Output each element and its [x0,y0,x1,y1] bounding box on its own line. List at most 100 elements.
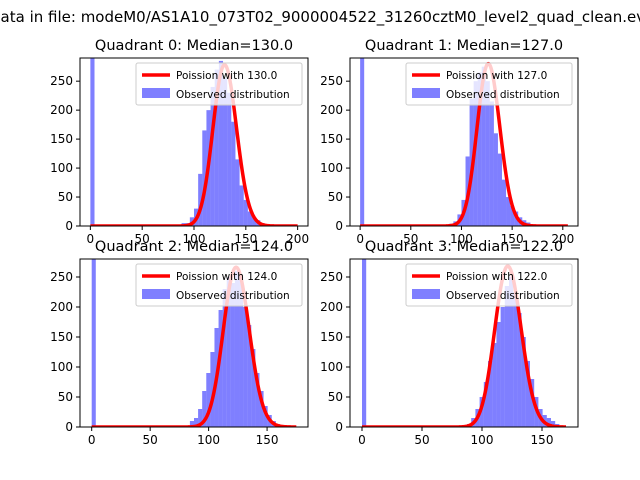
legend-label: Observed distribution [176,290,290,302]
hist-bar [551,421,556,427]
hist-bar [252,217,257,226]
subplot-title: Quadrant 2: Median=124.0 [95,239,293,255]
hist-bar [517,313,522,427]
hist-bar [530,379,535,427]
hist-bar [362,259,367,427]
hist-bar [223,78,228,226]
hist-bar [90,58,95,226]
legend-bar-swatch [142,88,170,98]
legend-box [405,263,573,307]
hist-bar [488,361,493,427]
legend-box [405,62,573,106]
hist-bar [509,277,514,427]
y-tick-label: 0 [65,420,73,434]
x-tick-label: 0 [88,433,96,447]
x-tick-label: 50 [143,433,158,447]
y-tick-label: 150 [320,132,343,146]
hist-bar [477,72,482,226]
x-tick-label: 0 [87,232,95,246]
x-tick-label: 200 [551,232,574,246]
y-tick-label: 50 [328,390,343,404]
legend: Poission with 124.0 Observed distribution [135,263,303,307]
hist-bar [496,322,501,427]
hist-bar [210,86,215,226]
subplot-title: Quadrant 3: Median=122.0 [365,239,563,255]
hist-bar [481,66,486,226]
hist-bar [206,373,211,427]
subplots: 0 50 100 150 200 0 50 100 150 200 250 Quadrant 0: M… [50,38,579,447]
hist-bar [259,391,264,427]
x-tick-label: 0 [358,433,366,447]
legend-label: Poission with 124.0 [176,271,277,283]
subplot-3: 0 50 100 150 0 50 100 150 200 250 Quadrant 3: Medi… [320,239,579,447]
hist-bar [510,205,515,226]
subplot-title: Quadrant 1: Median=127.0 [365,38,563,54]
y-tick-label: 50 [58,190,73,204]
x-tick-label: 150 [531,433,554,447]
y-tick-label: 50 [58,390,73,404]
subplot-1: 0 50 100 150 200 0 50 100 150 200 250 Quadrant 1: M… [320,38,579,246]
y-tick-label: 250 [320,270,343,284]
legend-label: Observed distribution [446,89,560,101]
y-tick-label: 150 [320,330,343,344]
hist-bar [218,310,223,427]
hist-bar [222,289,227,427]
hist-bar [485,81,490,226]
hist-bar [506,197,511,226]
y-tick-label: 100 [320,161,343,175]
y-tick-label: 100 [320,360,343,374]
y-tick-label: 250 [50,270,73,284]
legend: Poission with 127.0 Observed distribution [405,62,573,106]
subplot-title: Quadrant 0: Median=130.0 [95,38,293,54]
hist-bar [546,418,551,427]
hist-bar [189,421,194,427]
hist-bar [239,277,244,427]
plot-area [90,259,298,427]
hist-bar [198,409,203,427]
hist-bar [234,271,240,427]
hist-bar [243,199,248,226]
y-tick-label: 100 [50,161,73,175]
legend-label: Poission with 122.0 [446,271,547,283]
axes-frame [349,57,579,227]
hist-bar [489,101,494,226]
hist-bar [247,325,252,427]
subplot-2: 0 50 100 150 0 50 100 150 200 250 Quadrant 2: Medi… [50,239,309,447]
hist-bar [513,292,518,427]
hist-bar [227,92,232,226]
hist-bar [251,349,256,427]
x-tick-label: 100 [471,433,494,447]
x-tick-label: 150 [501,232,524,246]
x-tick-label: 100 [183,232,206,246]
y-tick-label: 0 [65,219,73,233]
hist-bar [91,259,96,427]
legend-bar-swatch [412,88,440,98]
legend-label: Poission with 127.0 [446,70,547,82]
hist-bar [231,121,236,226]
subplot-0: 0 50 100 150 200 0 50 100 150 200 250 Quadrant 0: M… [50,38,309,246]
y-tick-label: 150 [50,330,73,344]
hist-bar [243,307,248,427]
y-tick-label: 200 [50,300,73,314]
y-tick-label: 100 [50,360,73,374]
hist-bar [525,361,530,427]
y-tick-label: 150 [50,132,73,146]
poisson-line [89,63,299,226]
hist-bar [521,337,526,427]
hist-bar [218,60,224,226]
legend-box [135,62,303,106]
x-tick-label: 0 [356,232,364,246]
x-tick-label: 100 [197,433,220,447]
hist-bar [194,418,199,427]
hist-bar [502,179,507,226]
x-tick-label: 50 [135,232,150,246]
x-tick-label: 100 [450,232,473,246]
x-tick-label: 50 [414,433,429,447]
y-tick-label: 0 [335,420,343,434]
axes-frame [79,258,309,428]
hist-bar [239,185,244,226]
x-tick-label: 150 [256,433,279,447]
legend: Poission with 130.0 Observed distribution [135,62,303,106]
hist-bar [202,391,207,427]
hist-bar [483,382,488,427]
